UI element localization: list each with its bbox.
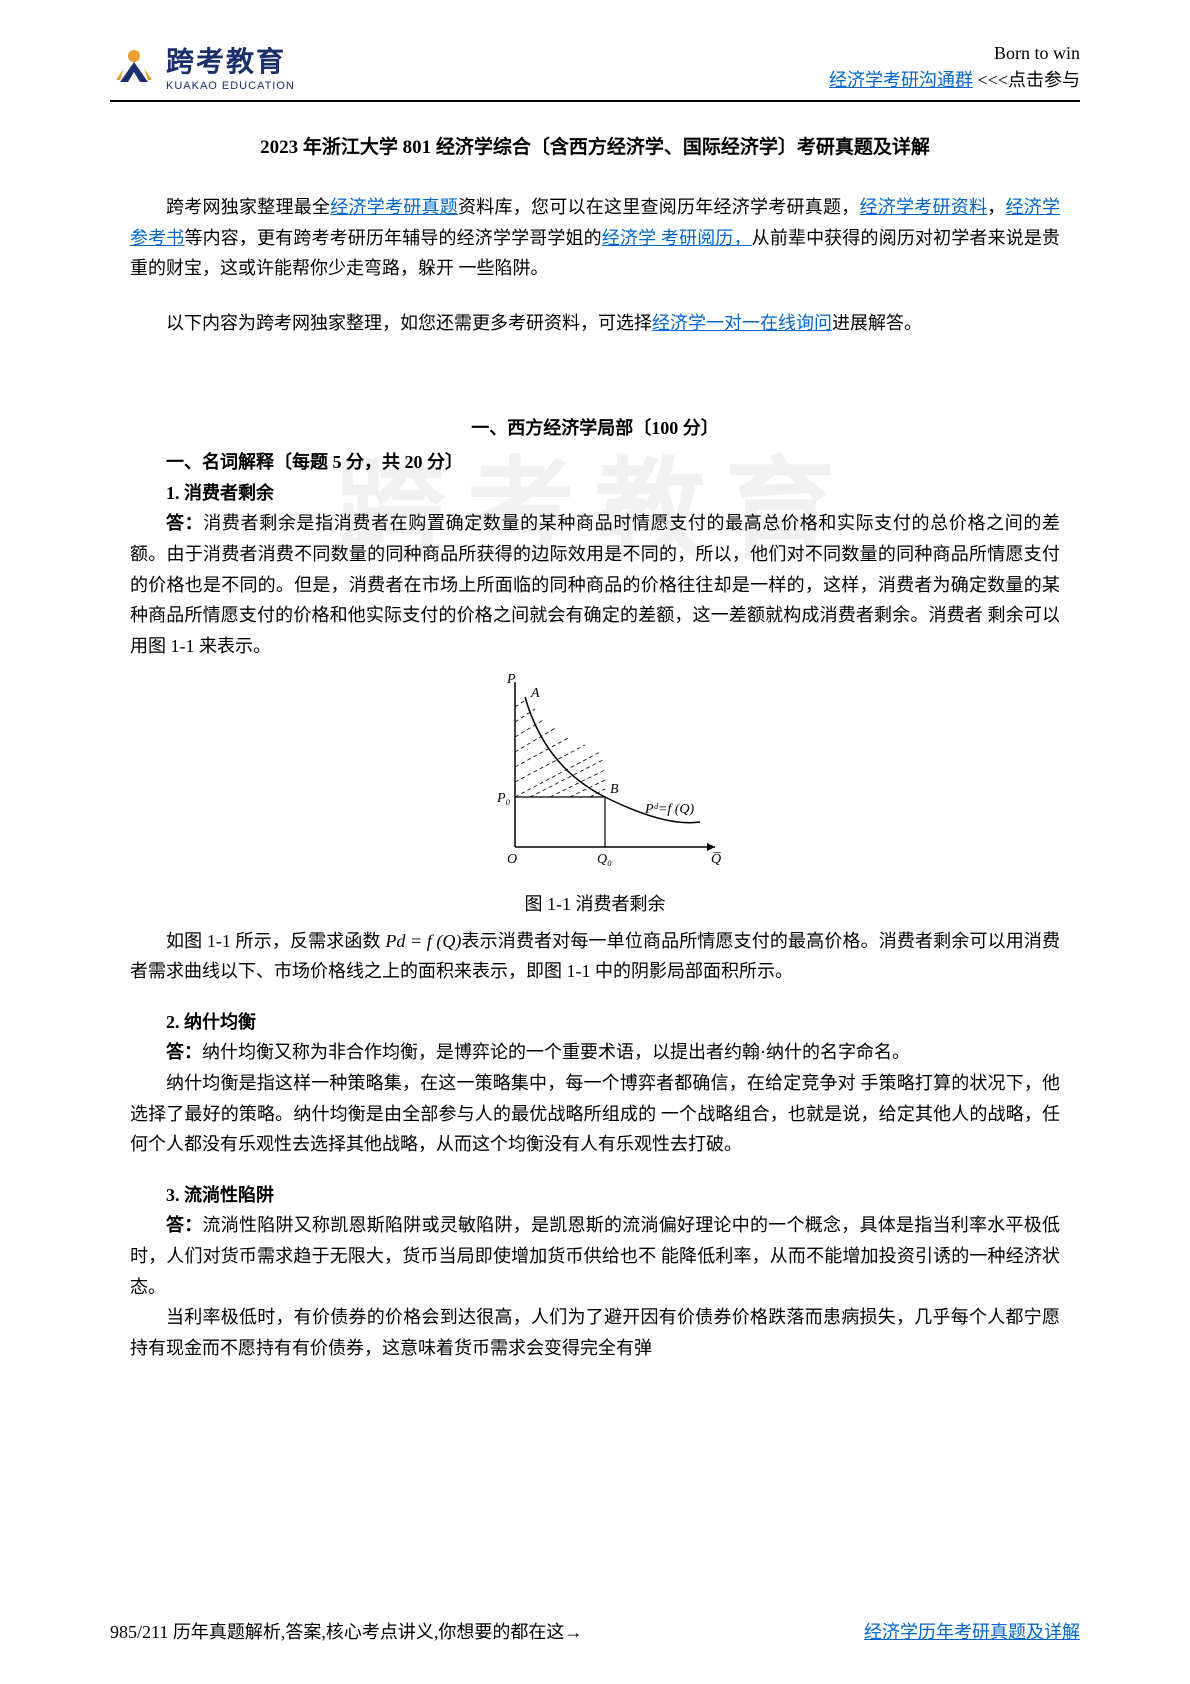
text: 等内容，更有跨考考研历年辅导的经济学学哥学姐的 xyxy=(184,228,601,248)
text: ， xyxy=(987,197,1005,217)
intro-para-1: 跨考网独家整理最全经济学考研真题资料库，您可以在这里查阅历年经济学考研真题，经济… xyxy=(130,192,1060,284)
logo-text: 跨考教育 KUAKAO EDUCATION xyxy=(166,40,295,92)
q2-para-2: 纳什均衡是指这样一种策略集，在这一策略集中，每一个博弈者都确信，在给定竞争对 手… xyxy=(130,1068,1060,1160)
logo-icon xyxy=(110,42,158,90)
answer-label: 答： xyxy=(166,513,203,533)
formula-pd: Pd = f (Q) xyxy=(385,931,461,951)
section-1-heading: 一、西方经济学局部〔100 分〕 xyxy=(130,413,1060,444)
q2-title: 2. 纳什均衡 xyxy=(130,1007,1060,1038)
intro-para-2: 以下内容为跨考网独家整理，如您还需更多考研资料，可选择经济学一对一在线询问进展解… xyxy=(130,308,1060,339)
consumer-surplus-chart: P Q̅ O A P₀ B Q₀ Pᵈ=f (Q) xyxy=(445,667,745,877)
footer-text: 985/211 历年真题解析,答案,核心考点讲义,你想要的都在这→ xyxy=(110,1618,582,1644)
text: 跨考网独家整理最全 xyxy=(166,197,330,217)
q1-title: 1. 消费者剩余 xyxy=(130,478,1060,509)
header-group-link[interactable]: 经济学考研沟通群 xyxy=(829,70,973,90)
link-study-materials[interactable]: 经济学考研资料 xyxy=(860,197,988,217)
figure-1-1: P Q̅ O A P₀ B Q₀ Pᵈ=f (Q) xyxy=(130,667,1060,919)
svg-text:P: P xyxy=(506,672,516,687)
page-header: 跨考教育 KUAKAO EDUCATION Born to win 经济学考研沟… xyxy=(110,0,1080,102)
q3-answer: 答：流淌性陷阱又称凯恩斯陷阱或灵敏陷阱，是凯恩斯的流淌偏好理论中的一个概念，具体… xyxy=(130,1210,1060,1302)
page-title: 2023 年浙江大学 801 经济学综合〔含西方经济学、国际经济学〕考研真题及详… xyxy=(130,132,1060,164)
page-footer: 985/211 历年真题解析,答案,核心考点讲义,你想要的都在这→ 经济学历年考… xyxy=(110,1618,1080,1644)
text: 如图 1-1 所示，反需求函数 xyxy=(166,931,385,951)
footer-link[interactable]: 经济学历年考研真题及详解 xyxy=(864,1618,1080,1644)
svg-text:A: A xyxy=(530,686,540,701)
logo-en: KUAKAO EDUCATION xyxy=(166,80,295,92)
answer-label: 答： xyxy=(166,1215,203,1235)
link-exam-questions[interactable]: 经济学考研真题 xyxy=(330,197,458,217)
logo-cn: 跨考教育 xyxy=(166,40,295,80)
q1-para-2: 如图 1-1 所示，反需求函数 Pd = f (Q)表示消费者对每一单位商品所情… xyxy=(130,926,1060,987)
text: 以下内容为跨考网独家整理，如您还需更多考研资料，可选择 xyxy=(166,313,652,333)
intro-block-2: 以下内容为跨考网独家整理，如您还需更多考研资料，可选择经济学一对一在线询问进展解… xyxy=(130,308,1060,339)
svg-text:Pᵈ=f (Q): Pᵈ=f (Q) xyxy=(644,802,695,817)
link-one-on-one[interactable]: 经济学一对一在线询问 xyxy=(652,313,832,333)
svg-text:P₀: P₀ xyxy=(496,791,511,806)
q3-title: 3. 流淌性陷阱 xyxy=(130,1180,1060,1211)
subsection-1: 一、名词解释〔每题 5 分，共 20 分〕 xyxy=(130,447,1060,478)
header-slogan: Born to win xyxy=(829,43,1080,64)
header-right: Born to win 经济学考研沟通群 <<<点击参与 xyxy=(829,43,1080,92)
text: 进展解答。 xyxy=(832,313,922,333)
text: 资料库，您可以在这里查阅历年经济学考研真题， xyxy=(458,197,860,217)
svg-text:Q₀: Q₀ xyxy=(597,852,612,867)
document-content: 2023 年浙江大学 801 经济学综合〔含西方经济学、国际经济学〕考研真题及详… xyxy=(0,102,1190,1363)
text: 流淌性陷阱又称凯恩斯陷阱或灵敏陷阱，是凯恩斯的流淌偏好理论中的一个概念，具体是指… xyxy=(130,1215,1060,1296)
text: 纳什均衡又称为非合作均衡，是博弈论的一个重要术语，以提出者约翰·纳什的名字命名。 xyxy=(202,1042,910,1062)
text: 消费者剩余是指消费者在购置确定数量的某种商品时情愿支付的最高总价格和实际支付的总… xyxy=(130,513,1060,655)
svg-text:Q̅: Q̅ xyxy=(711,852,721,867)
logo: 跨考教育 KUAKAO EDUCATION xyxy=(110,40,295,92)
svg-text:O: O xyxy=(507,852,517,867)
q2-answer: 答：纳什均衡又称为非合作均衡，是博弈论的一个重要术语，以提出者约翰·纳什的名字命… xyxy=(130,1037,1060,1068)
figure-1-1-caption: 图 1-1 消费者剩余 xyxy=(130,889,1060,920)
svg-text:B: B xyxy=(610,782,619,797)
answer-label: 答： xyxy=(166,1042,202,1062)
link-study-experience[interactable]: 经济学 考研阅历， xyxy=(602,228,752,248)
intro-block-1: 跨考网独家整理最全经济学考研真题资料库，您可以在这里查阅历年经济学考研真题，经济… xyxy=(130,192,1060,284)
header-link-suffix: <<<点击参与 xyxy=(973,70,1080,90)
q1-answer: 答：消费者剩余是指消费者在购置确定数量的某种商品时情愿支付的最高总价格和实际支付… xyxy=(130,508,1060,661)
q3-para-2: 当利率极低时，有价债券的价格会到达很高，人们为了避开因有价债券价格跌落而患病损失… xyxy=(130,1302,1060,1363)
